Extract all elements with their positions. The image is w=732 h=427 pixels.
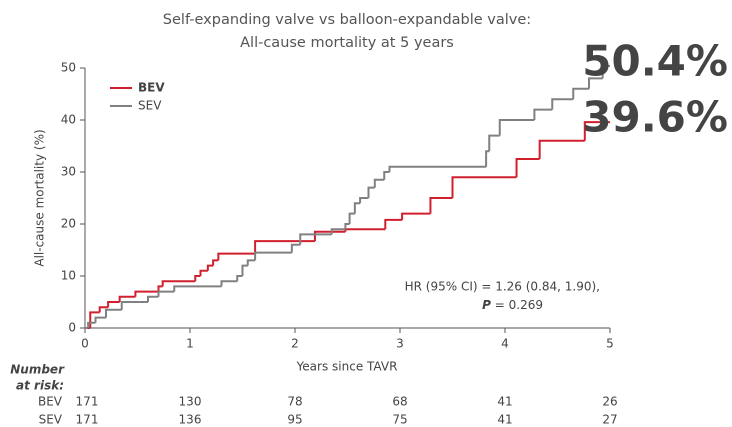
end-label: 50.4% <box>582 36 728 85</box>
step-segment <box>451 176 517 198</box>
y-tick-label: 10 <box>61 269 76 283</box>
step-segment <box>105 308 122 318</box>
step-segment <box>199 269 208 276</box>
step-segment <box>601 64 610 79</box>
y-tick-label: 20 <box>61 217 76 231</box>
step-segment <box>118 295 136 302</box>
step-segment <box>212 259 219 266</box>
step-segment <box>290 243 301 253</box>
risk-row-label: SEV <box>39 413 63 427</box>
step-segment <box>87 321 96 328</box>
risk-count: 95 <box>287 413 302 427</box>
step-segment <box>588 77 603 89</box>
step-segment <box>383 171 390 180</box>
step-segment <box>220 280 238 287</box>
y-tick-label: 40 <box>61 113 76 127</box>
step-segment <box>313 230 346 242</box>
end-label: 39.6% <box>582 93 728 142</box>
step-segment <box>353 202 361 214</box>
step-segment <box>348 212 355 224</box>
x-tick-label: 4 <box>501 337 509 351</box>
y-tick-label: 50 <box>61 61 76 75</box>
step-segment <box>583 121 610 141</box>
p-symbol: P <box>482 298 491 312</box>
risk-count: 41 <box>497 395 512 409</box>
step-segment <box>388 165 487 172</box>
step-segment <box>246 259 256 266</box>
risk-count: 130 <box>179 395 202 409</box>
step-segment <box>344 228 386 232</box>
step-segment <box>330 228 346 235</box>
risk-count: 27 <box>602 413 617 427</box>
step-segment <box>401 212 431 220</box>
step-segment <box>206 264 214 271</box>
step-segment <box>488 134 500 152</box>
step-segment <box>485 150 490 167</box>
y-axis-label: All-cause mortality (%) <box>33 129 47 266</box>
step-segment <box>551 98 574 110</box>
risk-count: 136 <box>179 413 202 427</box>
risk-count: 68 <box>392 395 407 409</box>
step-segment <box>429 197 453 214</box>
risk-title: at risk: <box>16 379 64 393</box>
step-segment <box>107 301 120 308</box>
step-segment <box>299 233 332 245</box>
chart-title: Self-expanding valve vs balloon-expandab… <box>163 12 531 28</box>
step-segment <box>498 119 535 136</box>
step-segment <box>236 275 243 282</box>
risk-count: 171 <box>76 413 99 427</box>
step-segment <box>194 275 201 282</box>
risk-count: 78 <box>287 395 302 409</box>
step-segment <box>173 285 222 292</box>
step-segment <box>98 306 109 313</box>
risk-count: 41 <box>497 413 512 427</box>
step-segment <box>254 240 315 254</box>
x-tick-label: 5 <box>606 337 614 351</box>
step-segment <box>157 285 163 292</box>
risk-row-label: BEV <box>38 395 63 409</box>
step-segment <box>217 252 256 261</box>
chart-title: All-cause mortality at 5 years <box>240 35 454 51</box>
step-segment <box>384 218 403 230</box>
risk-count: 171 <box>76 395 99 409</box>
step-segment <box>367 186 375 198</box>
step-segment <box>254 251 292 261</box>
step-segment <box>94 316 106 323</box>
step-segment <box>533 108 553 120</box>
annotation: P = 0.269 <box>482 298 543 312</box>
p-text: = 0.269 <box>491 298 543 312</box>
risk-count: 75 <box>392 413 407 427</box>
step-segment <box>161 280 196 287</box>
risk-count: 26 <box>602 395 617 409</box>
x-tick-label: 2 <box>291 337 299 351</box>
step-segment <box>120 301 148 310</box>
step-segment <box>157 290 175 297</box>
step-segment <box>134 290 159 297</box>
step-segment <box>147 295 159 302</box>
step-segment <box>538 139 585 159</box>
step-segment <box>241 264 248 276</box>
step-segment <box>359 197 369 204</box>
step-segment <box>373 178 385 188</box>
x-tick-label: 0 <box>81 337 89 351</box>
annotation: HR (95% CI) = 1.26 (0.84, 1.90), <box>405 280 600 294</box>
x-tick-label: 3 <box>396 337 404 351</box>
step-segment <box>344 223 350 230</box>
step-segment <box>515 158 540 178</box>
legend-label: BEV <box>138 81 165 95</box>
x-tick-label: 1 <box>186 337 194 351</box>
y-tick-label: 30 <box>61 165 76 179</box>
risk-title: Number <box>10 363 65 377</box>
legend-label: SEV <box>138 99 162 113</box>
y-tick-label: 0 <box>68 321 76 335</box>
x-axis-label: Years since TAVR <box>296 360 398 374</box>
step-segment <box>572 87 589 100</box>
